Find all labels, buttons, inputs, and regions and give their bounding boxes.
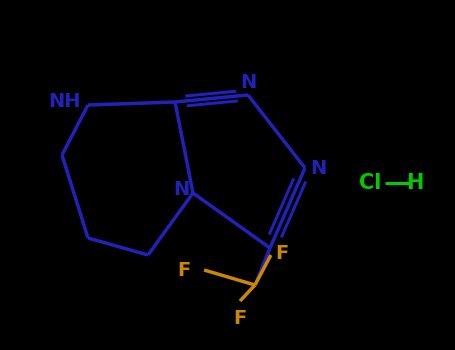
- Text: Cl: Cl: [359, 173, 381, 193]
- Text: F: F: [233, 309, 247, 328]
- Text: H: H: [406, 173, 424, 193]
- Text: F: F: [177, 260, 190, 280]
- Text: F: F: [276, 244, 289, 263]
- Text: N: N: [310, 159, 327, 177]
- Text: N: N: [240, 73, 256, 92]
- Text: N: N: [173, 180, 190, 199]
- Text: NH: NH: [49, 92, 81, 111]
